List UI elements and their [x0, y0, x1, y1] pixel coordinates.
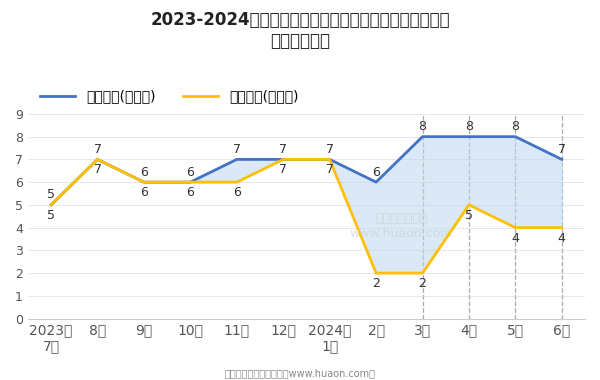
- 出口总额(亿美元): [373, 180, 380, 184]
- 出口总额(亿美元): [94, 157, 101, 162]
- 进口总额(亿美元): [187, 180, 194, 184]
- 进口总额(亿美元): [326, 157, 333, 162]
- 出口总额(亿美元): [326, 157, 333, 162]
- Line: 进口总额(亿美元): 进口总额(亿美元): [51, 159, 562, 273]
- Text: 2023-2024年济南高新技术产业开发区商品收发货人所在
地进、出口额: 2023-2024年济南高新技术产业开发区商品收发货人所在 地进、出口额: [150, 11, 450, 50]
- Text: 6: 6: [233, 186, 241, 199]
- 进口总额(亿美元): [373, 271, 380, 276]
- Text: 7: 7: [94, 143, 101, 156]
- Text: 8: 8: [465, 120, 473, 133]
- Text: 7: 7: [279, 143, 287, 156]
- Line: 出口总额(亿美元): 出口总额(亿美元): [51, 137, 562, 205]
- Text: 华经产业研究院
www.huaon.com: 华经产业研究院 www.huaon.com: [349, 212, 453, 241]
- Text: 7: 7: [326, 143, 334, 156]
- 进口总额(亿美元): [140, 180, 148, 184]
- Text: 8: 8: [511, 120, 520, 133]
- 进口总额(亿美元): [466, 203, 473, 207]
- Text: 7: 7: [279, 163, 287, 176]
- Text: 6: 6: [372, 166, 380, 179]
- Text: 5: 5: [47, 209, 55, 222]
- Text: 7: 7: [94, 163, 101, 176]
- Text: 7: 7: [558, 143, 566, 156]
- 出口总额(亿美元): [187, 180, 194, 184]
- Text: 4: 4: [511, 232, 519, 245]
- Text: 8: 8: [419, 120, 427, 133]
- Text: 7: 7: [233, 143, 241, 156]
- 出口总额(亿美元): [140, 180, 148, 184]
- 出口总额(亿美元): [419, 135, 426, 139]
- Text: 5: 5: [47, 188, 55, 201]
- 出口总额(亿美元): [233, 157, 241, 162]
- 出口总额(亿美元): [47, 203, 55, 207]
- 进口总额(亿美元): [512, 225, 519, 230]
- Legend: 出口总额(亿美元), 进口总额(亿美元): 出口总额(亿美元), 进口总额(亿美元): [35, 84, 304, 109]
- Text: 6: 6: [140, 186, 148, 199]
- 进口总额(亿美元): [558, 225, 565, 230]
- Text: 5: 5: [465, 209, 473, 222]
- Text: 6: 6: [187, 186, 194, 199]
- 进口总额(亿美元): [419, 271, 426, 276]
- 进口总额(亿美元): [233, 180, 241, 184]
- Text: 6: 6: [140, 166, 148, 179]
- 出口总额(亿美元): [466, 135, 473, 139]
- Text: 6: 6: [187, 166, 194, 179]
- 进口总额(亿美元): [94, 157, 101, 162]
- 出口总额(亿美元): [558, 157, 565, 162]
- 出口总额(亿美元): [512, 135, 519, 139]
- Text: 2: 2: [419, 277, 427, 290]
- 进口总额(亿美元): [47, 203, 55, 207]
- Text: 7: 7: [326, 163, 334, 176]
- Text: 制图：华经产业研究院（www.huaon.com）: 制图：华经产业研究院（www.huaon.com）: [224, 368, 376, 378]
- 出口总额(亿美元): [280, 157, 287, 162]
- Text: 4: 4: [558, 232, 566, 245]
- 进口总额(亿美元): [280, 157, 287, 162]
- Text: 2: 2: [372, 277, 380, 290]
